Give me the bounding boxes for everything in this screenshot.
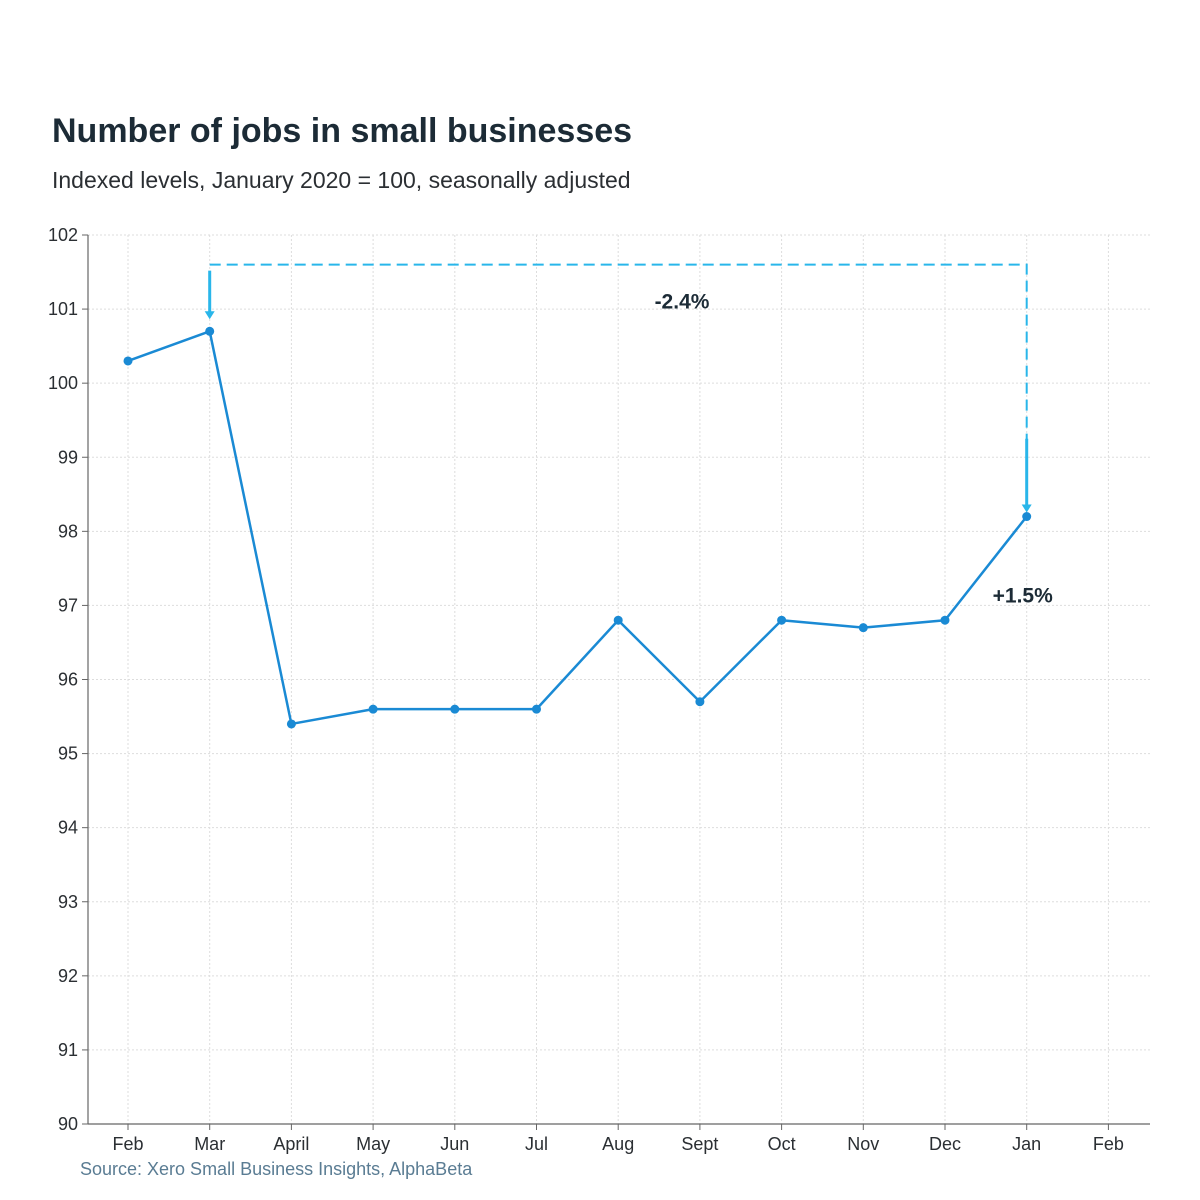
x-tick-label: Oct bbox=[768, 1134, 796, 1154]
x-tick-label: Jun bbox=[440, 1134, 469, 1154]
data-point bbox=[695, 697, 705, 707]
y-tick-label: 99 bbox=[58, 447, 78, 467]
data-point bbox=[940, 615, 950, 625]
data-point bbox=[532, 704, 541, 714]
data-point bbox=[777, 615, 787, 625]
decline-label: -2.4% bbox=[655, 291, 710, 314]
y-tick-label: 97 bbox=[58, 595, 78, 615]
y-tick-label: 95 bbox=[58, 744, 78, 764]
x-tick-label: May bbox=[356, 1134, 390, 1154]
series bbox=[123, 326, 1032, 729]
recovery-label: +1.5% bbox=[993, 584, 1053, 607]
axes: 90 91 92 93 94 95 96 97 98 99 100 101 102 Feb Mar April… bbox=[48, 225, 1150, 1154]
y-tick-label: 94 bbox=[58, 818, 78, 838]
arrow-head bbox=[1021, 504, 1032, 513]
chart-source: Source: Xero Small Business Insights, Al… bbox=[80, 1159, 473, 1179]
x-tick-label: Feb bbox=[1093, 1134, 1124, 1154]
y-tick-label: 101 bbox=[48, 299, 78, 319]
x-tick-label: Aug bbox=[602, 1134, 634, 1154]
arrow-head bbox=[204, 311, 215, 320]
y-tick-label: 90 bbox=[58, 1114, 78, 1134]
data-point bbox=[1022, 512, 1032, 522]
data-point bbox=[368, 704, 378, 714]
y-tick-label: 91 bbox=[58, 1040, 78, 1060]
x-tick-label: Dec bbox=[929, 1134, 961, 1154]
chart-subtitle: Indexed levels, January 2020 = 100, seas… bbox=[52, 167, 631, 193]
bracket-dashed-line bbox=[209, 263, 1028, 502]
y-tick-label: 102 bbox=[48, 225, 78, 245]
data-point bbox=[286, 719, 296, 729]
y-tick-label: 98 bbox=[58, 521, 78, 541]
annotations: -2.4% +1.5% bbox=[204, 263, 1053, 607]
series-line bbox=[127, 330, 1028, 726]
y-tick-label: 96 bbox=[58, 670, 78, 690]
y-tick-label: 100 bbox=[48, 373, 78, 393]
x-tick-label: Sept bbox=[681, 1134, 718, 1154]
data-point bbox=[450, 704, 460, 714]
x-tick-label: Feb bbox=[112, 1134, 143, 1154]
data-point bbox=[123, 356, 133, 366]
x-tick-label: Jan bbox=[1012, 1134, 1041, 1154]
data-point bbox=[858, 623, 868, 633]
data-point bbox=[205, 326, 215, 336]
x-tick-label: Nov bbox=[847, 1134, 879, 1154]
data-point bbox=[613, 615, 623, 625]
x-tick-label: Jul bbox=[525, 1134, 548, 1154]
chart-title: Number of jobs in small businesses bbox=[52, 112, 633, 150]
x-tick-label: April bbox=[273, 1134, 309, 1154]
gridlines bbox=[88, 234, 1150, 1124]
x-tick-label: Mar bbox=[194, 1134, 225, 1154]
y-tick-label: 93 bbox=[58, 892, 78, 912]
y-tick-label: 92 bbox=[58, 966, 78, 986]
